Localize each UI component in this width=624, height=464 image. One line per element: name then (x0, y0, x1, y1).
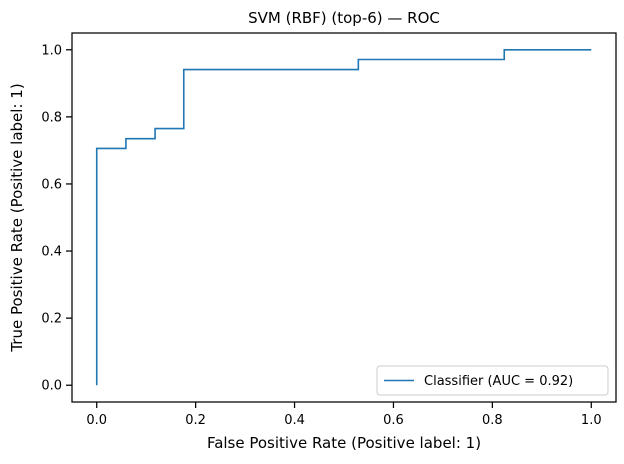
x-tick-label: 0.2 (185, 413, 206, 428)
x-axis-ticks: 0.0 0.2 0.4 0.6 0.8 1.0 (86, 402, 602, 428)
x-tick-label: 0.6 (383, 413, 404, 428)
y-tick-label: 0.8 (41, 110, 62, 125)
plot-area (95, 48, 592, 386)
x-axis-title: False Positive Rate (Positive label: 1) (207, 434, 481, 452)
roc-curve-line (95, 48, 592, 386)
x-tick-label: 0.4 (284, 413, 305, 428)
legend-box (376, 365, 609, 396)
y-axis-ticks: 0.0 0.2 0.4 0.6 0.8 1.0 (41, 43, 72, 394)
y-tick-label: 0.6 (41, 177, 62, 192)
x-tick-label: 1.0 (581, 413, 602, 428)
legend: Classifier (AUC = 0.92) (376, 365, 609, 396)
axes-frame (71, 32, 617, 403)
y-tick-label: 1.0 (41, 43, 62, 58)
x-tick-label: 0.8 (482, 413, 503, 428)
chart-title: SVM (RBF) (top-6) — ROC (248, 9, 440, 27)
y-tick-label: 0.0 (41, 379, 62, 394)
legend-label: Classifier (AUC = 0.92) (424, 374, 573, 389)
y-axis-title: True Positive Rate (Positive label: 1) (8, 83, 26, 352)
y-tick-label: 0.2 (41, 312, 62, 327)
y-tick-label: 0.4 (41, 245, 62, 260)
x-tick-label: 0.0 (86, 413, 107, 428)
